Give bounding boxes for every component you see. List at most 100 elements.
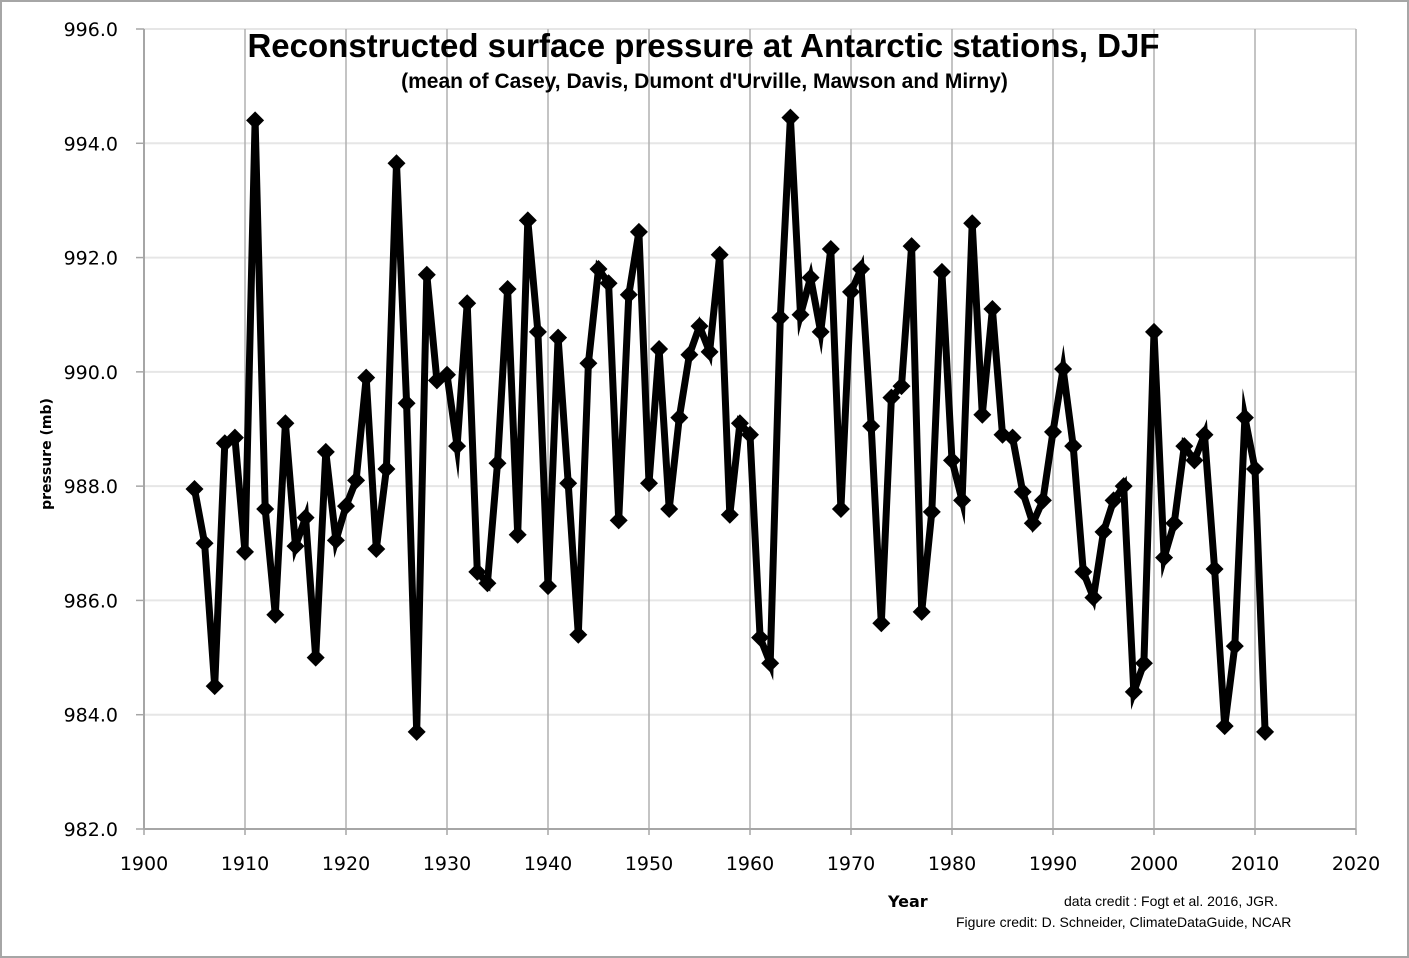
data-point-marker [579,354,598,373]
data-point-marker [1084,588,1103,607]
x-tick-label: 1930 [423,853,471,875]
data-point-marker [1114,477,1133,496]
x-tick-label: 1990 [1029,853,1077,875]
data-point-marker [831,500,850,518]
data-point-marker [508,525,527,544]
y-tick-label: 984.0 [64,705,118,727]
x-tick-label: 1980 [928,853,976,875]
data-point-marker [922,502,941,521]
data-point-marker [367,540,386,558]
data-point-marker [882,388,901,407]
chart-title-text: Reconstructed surface pressure at Antarc… [247,27,1160,64]
x-tick-label: 1920 [322,853,370,875]
data-point-marker [660,500,679,518]
y-tick-label: 988.0 [64,476,118,498]
data-point-marker [1195,425,1214,444]
data-point-marker [953,491,972,510]
data-point-marker [852,260,871,278]
series-line [191,117,1269,733]
x-tick-label: 2020 [1332,853,1380,875]
data-point-marker [1013,482,1032,501]
x-tick-label: 1960 [726,853,774,875]
data-point-marker [357,368,376,387]
data-point-marker [640,474,658,493]
data-point-marker [1023,514,1042,533]
data-point-marker [276,414,295,433]
data-point-marker [1003,428,1022,447]
data-point-marker [236,542,254,561]
data-point-marker [680,345,699,364]
data-point-marker [1145,322,1163,341]
axes [136,28,1357,835]
x-tick-labels: 1900 1910 1920 1930 1940 1950 1960 1970 1980 1990… [120,853,1380,875]
data-point-marker [306,648,325,667]
data-point-marker [670,408,689,427]
data-point-marker [205,677,224,696]
data-point-marker [862,417,881,436]
data-point-marker [741,425,759,444]
data-point-marker [377,460,396,478]
data-point-marker [932,262,951,281]
data-point-marker [892,377,911,396]
data-point-marker [1124,682,1143,701]
data-point-marker [1256,722,1275,741]
data-point-marker [963,214,982,233]
y-tick-label: 990.0 [64,362,118,384]
data-point-marker [1074,562,1093,581]
data-point-marker [811,322,830,341]
data-point-marker [549,328,568,347]
data-point-marker [1165,514,1184,533]
data-point-marker [700,342,719,361]
data-point-marker [296,508,315,527]
data-credit-annotation: data credit : Fogt et al. 2016, JGR. [1064,893,1278,909]
data-point-marker [569,625,588,644]
chart-subtitle: (mean of Casey, Davis, Dumont d'Urville,… [401,70,1008,93]
data-point-marker [347,471,366,490]
data-point-marker [498,280,517,298]
data-point-marker [609,511,628,530]
data-point-marker [316,442,335,461]
data-point-marker [1205,560,1224,578]
data-point-marker [1225,637,1244,656]
data-point-marker [528,322,547,341]
data-point-marker [1094,522,1113,541]
data-point-marker [478,574,497,593]
data-point-marker [650,340,669,358]
data-point-marker [448,437,467,456]
data-point-marker [983,300,1002,318]
x-tick-label: 2010 [1231,853,1279,875]
data-point-marker [458,294,477,313]
data-point-marker [417,265,436,284]
data-point-marker [225,428,244,447]
data-point-marker [1175,437,1194,456]
data-point-marker [821,240,840,258]
data-point-marker [1246,460,1264,478]
data-point-marker [468,562,487,581]
data-point-marker [801,268,820,287]
data-point-marker [629,222,648,241]
data-point-marker [912,602,931,621]
data-point-marker [539,577,557,596]
x-tick-label: 1900 [120,853,168,875]
data-point-marker [730,414,749,433]
data-point-marker [872,614,891,633]
y-tick-label: 986.0 [64,590,118,612]
data-point-marker [185,480,204,498]
data-point-marker [720,505,739,524]
data-point-marker [1033,491,1052,510]
x-tick-label: 1950 [625,853,673,875]
data-point-marker [1104,491,1123,510]
x-tick-label: 1940 [524,853,572,875]
y-tick-label: 982.0 [64,819,118,841]
y-tick-label: 992.0 [64,248,118,270]
data-point-marker [1054,360,1073,378]
figure-credit-annotation: Figure credit: D. Schneider, ClimateData… [956,914,1292,930]
data-point-marker [619,285,638,304]
data-point-marker [256,500,275,518]
data-series [185,108,1275,741]
data-point-marker [751,628,770,647]
data-point-marker [842,282,860,301]
data-point-marker [286,537,305,556]
x-tick-label: 1970 [827,853,875,875]
